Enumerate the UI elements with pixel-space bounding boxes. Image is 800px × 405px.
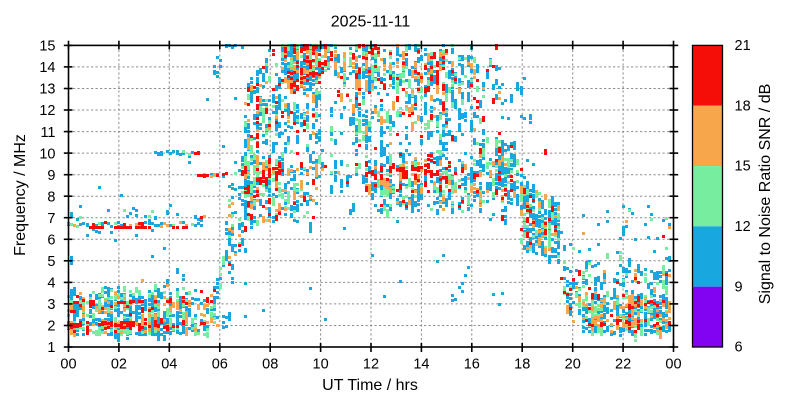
- svg-text:18: 18: [514, 357, 530, 373]
- svg-text:11: 11: [40, 125, 55, 141]
- svg-text:12: 12: [735, 219, 751, 235]
- svg-text:06: 06: [212, 357, 228, 373]
- svg-text:15: 15: [39, 39, 55, 55]
- svg-text:00: 00: [665, 357, 681, 373]
- svg-text:10: 10: [313, 357, 329, 373]
- svg-text:8: 8: [47, 189, 55, 205]
- svg-text:12: 12: [363, 357, 379, 373]
- svg-text:16: 16: [464, 357, 480, 373]
- svg-text:15: 15: [735, 159, 751, 175]
- svg-text:22: 22: [615, 357, 631, 373]
- svg-text:5: 5: [47, 254, 55, 270]
- svg-text:6: 6: [47, 233, 55, 249]
- svg-text:18: 18: [735, 98, 751, 114]
- svg-text:08: 08: [262, 357, 278, 373]
- svg-text:9: 9: [735, 279, 743, 295]
- svg-text:12: 12: [39, 103, 55, 119]
- svg-text:9: 9: [47, 168, 55, 184]
- svg-text:04: 04: [161, 357, 177, 373]
- svg-text:10: 10: [39, 146, 55, 162]
- svg-text:Signal to Noise Ratio SNR / dB: Signal to Noise Ratio SNR / dB: [757, 84, 774, 305]
- svg-text:2025-11-11: 2025-11-11: [331, 14, 411, 31]
- svg-text:UT Time / hrs: UT Time / hrs: [322, 377, 418, 394]
- svg-text:6: 6: [735, 340, 743, 356]
- svg-text:3: 3: [47, 297, 55, 313]
- svg-text:21: 21: [735, 38, 751, 54]
- svg-text:7: 7: [47, 211, 55, 227]
- svg-text:00: 00: [60, 357, 76, 373]
- svg-text:2: 2: [47, 319, 55, 335]
- svg-text:14: 14: [413, 357, 429, 373]
- svg-text:13: 13: [39, 82, 55, 98]
- svg-text:4: 4: [47, 276, 55, 292]
- svg-text:Frequency / MHz: Frequency / MHz: [12, 134, 29, 256]
- svg-text:14: 14: [39, 60, 55, 76]
- svg-text:20: 20: [565, 357, 581, 373]
- svg-text:1: 1: [47, 340, 55, 356]
- svg-text:02: 02: [111, 357, 127, 373]
